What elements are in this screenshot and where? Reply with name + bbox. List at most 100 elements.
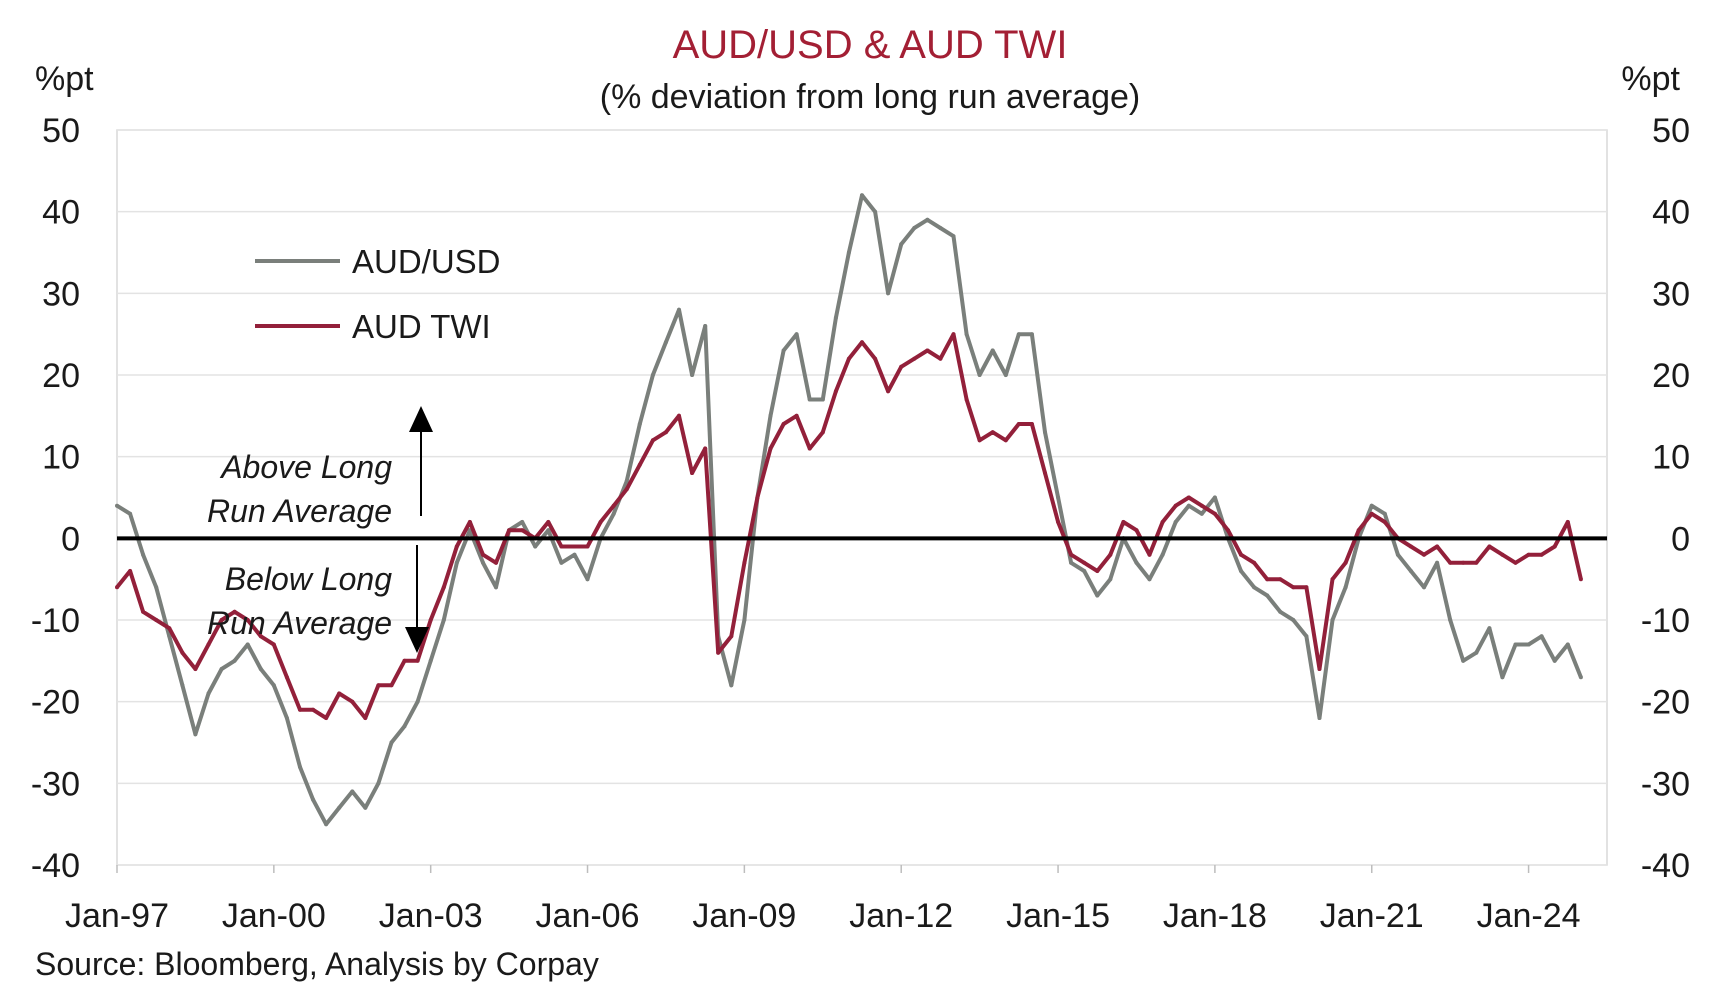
data-point-twi (1278, 577, 1283, 582)
data-point-audusd (912, 226, 917, 230)
data-point-audusd (703, 324, 708, 328)
data-point-twi (1461, 560, 1466, 565)
data-point-audusd (1239, 569, 1243, 573)
data-point-audusd (271, 683, 276, 688)
data-point-twi (546, 520, 551, 524)
data-point-audusd (1317, 716, 1322, 720)
data-point-audusd (781, 348, 786, 353)
data-point-audusd (454, 560, 459, 565)
y-tick-label-right: 40 (1652, 194, 1690, 232)
legend: AUD/USD AUD TWI (255, 243, 501, 345)
data-point-audusd (742, 618, 747, 622)
y-tick-label-left: -10 (31, 602, 80, 640)
data-point-twi (1539, 552, 1544, 557)
data-point-twi (1513, 560, 1518, 565)
data-point-audusd (1199, 511, 1204, 516)
data-point-audusd (415, 699, 420, 704)
data-point-twi (611, 503, 616, 508)
data-point-audusd (258, 667, 263, 671)
data-point-audusd (977, 373, 982, 377)
data-point-audusd (402, 724, 407, 729)
data-point-twi (1212, 511, 1217, 516)
data-point-audusd (1082, 569, 1087, 573)
data-point-twi (729, 634, 734, 639)
data-point-audusd (1016, 332, 1021, 337)
data-point-audusd (873, 209, 878, 214)
y-tick-label-left: -20 (31, 684, 80, 722)
data-point-twi (663, 430, 668, 435)
data-point-twi (716, 650, 721, 655)
data-point-twi (1382, 520, 1387, 524)
data-point-twi (507, 528, 512, 533)
y-tick-label-left: 40 (42, 194, 80, 232)
data-point-audusd (1343, 585, 1348, 590)
data-point-twi (1056, 520, 1061, 524)
data-point-twi (637, 462, 642, 467)
data-point-twi (1343, 560, 1348, 565)
data-point-twi (807, 446, 812, 451)
data-point-audusd (1330, 618, 1335, 622)
arrow-down-head (405, 627, 429, 653)
data-point-audusd (1304, 634, 1309, 639)
data-point-audusd (1147, 577, 1152, 582)
data-point-audusd (585, 577, 590, 582)
data-point-twi (951, 332, 956, 337)
data-point-twi (324, 716, 329, 720)
data-point-twi (271, 642, 276, 647)
data-point-twi (1121, 520, 1126, 524)
legend-label-twi: AUD TWI (352, 308, 491, 345)
data-point-twi (167, 626, 172, 631)
x-tick-label: Jan-24 (1477, 897, 1581, 935)
data-point-twi (938, 356, 943, 361)
data-point-twi (1565, 520, 1570, 524)
data-point-audusd (1565, 642, 1570, 647)
annotation-above-line1: Above Long (219, 449, 392, 485)
data-point-audusd (833, 315, 838, 320)
data-point-audusd (1265, 593, 1270, 598)
data-point-audusd (389, 740, 394, 745)
data-point-twi (1448, 560, 1453, 565)
data-point-audusd (1095, 593, 1100, 598)
data-point-twi (964, 397, 969, 402)
data-point-audusd (925, 217, 930, 222)
x-tick-label: Jan-06 (536, 897, 640, 935)
data-point-twi (428, 618, 433, 622)
legend-label-audusd: AUD/USD (352, 243, 501, 280)
data-point-audusd (1278, 609, 1283, 614)
data-point-twi (415, 658, 420, 663)
data-point-audusd (180, 683, 185, 688)
data-point-audusd (494, 585, 498, 590)
data-point-audusd (690, 373, 695, 377)
data-point-twi (115, 585, 119, 590)
data-point-audusd (1186, 503, 1191, 508)
data-point-audusd (1552, 658, 1557, 663)
x-tick-label: Jan-18 (1163, 897, 1267, 935)
data-point-twi (1487, 544, 1492, 549)
data-point-audusd (1526, 642, 1531, 647)
data-point-audusd (611, 511, 616, 516)
data-point-audusd (520, 520, 525, 524)
data-point-twi (1330, 577, 1335, 582)
chart-subtitle: (% deviation from long run average) (600, 78, 1141, 116)
data-point-twi (193, 667, 198, 671)
data-point-twi (1199, 503, 1204, 508)
grid-lines (117, 129, 1607, 866)
data-point-audusd (1422, 585, 1426, 590)
data-point-audusd (219, 667, 224, 671)
y-tick-label-left: -30 (31, 765, 80, 803)
data-point-audusd (637, 422, 642, 426)
data-point-audusd (1029, 332, 1034, 337)
data-point-twi (559, 544, 564, 549)
data-point-audusd (245, 642, 250, 647)
data-point-twi (180, 650, 185, 655)
data-point-twi (520, 528, 525, 533)
x-tick-label: Jan-12 (849, 897, 953, 935)
data-point-twi (128, 569, 133, 573)
data-point-twi (768, 446, 773, 451)
data-point-audusd (1252, 585, 1257, 590)
data-point-audusd (1056, 495, 1061, 500)
arrow-up-head (409, 406, 433, 432)
y-tick-label-right: -10 (1641, 602, 1690, 640)
